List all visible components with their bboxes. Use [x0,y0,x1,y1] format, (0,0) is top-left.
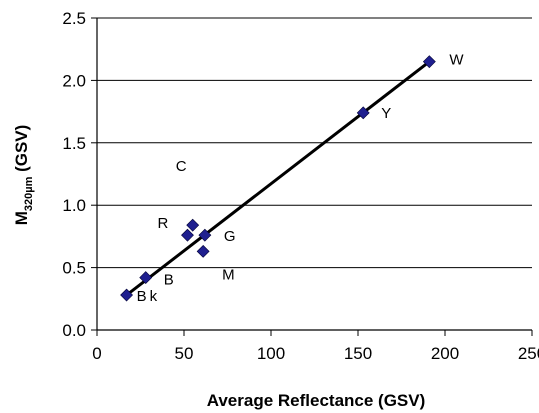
point-labels: BkB R C G M Y W [137,52,465,305]
data-point-w [422,55,436,69]
y-tick-label-3: 1.5 [62,134,86,153]
point-label-bk: Bk [137,288,161,305]
point-label-r: R [157,215,168,232]
grid-lines [97,17,532,269]
data-point-bk [120,288,134,302]
data-point-y [356,106,370,120]
x-tick-label-0: 0 [92,344,101,363]
point-label-b: B [164,272,174,289]
point-label-c: C [176,158,187,175]
data-point-b [139,271,153,285]
x-tick-label-5: 250 [518,344,539,363]
y-tick-label-0: 0.0 [62,321,86,340]
plot-area [91,17,533,336]
y-axis-title-main: M [12,211,31,225]
data-point-r [181,228,194,242]
x-tick-label-2: 100 [257,344,285,363]
x-axis-title: Average Reflectance (GSV) [207,391,426,410]
y-axis-title: M320µm (GSV) [12,125,35,226]
point-label-y: Y [381,105,391,122]
x-axis-tick-labels: 0 50 100 150 200 250 [92,344,539,363]
y-axis-title-subscript: 320µm [23,176,35,211]
trendline-group [125,60,431,297]
y-tick-label-1: 0.5 [62,259,86,278]
trendline [125,60,431,297]
y-axis-tick-labels: 0.0 0.5 1.0 1.5 2.0 2.5 [62,9,86,340]
y-tick-label-5: 2.5 [62,9,86,28]
y-axis-title-suffix: (GSV) [12,125,31,177]
point-label-g: G [224,228,236,245]
y-tick-label-2: 1.0 [62,196,86,215]
data-point-c [186,218,200,232]
point-label-m: M [222,266,235,283]
y-tick-label-4: 2.0 [62,71,86,90]
data-points [120,55,436,302]
point-label-w: W [449,52,464,69]
x-tick-label-3: 150 [344,344,372,363]
x-tick-label-4: 200 [431,344,459,363]
data-point-g [198,228,212,242]
data-point-m [196,244,210,258]
x-tick-label-1: 50 [175,344,194,363]
